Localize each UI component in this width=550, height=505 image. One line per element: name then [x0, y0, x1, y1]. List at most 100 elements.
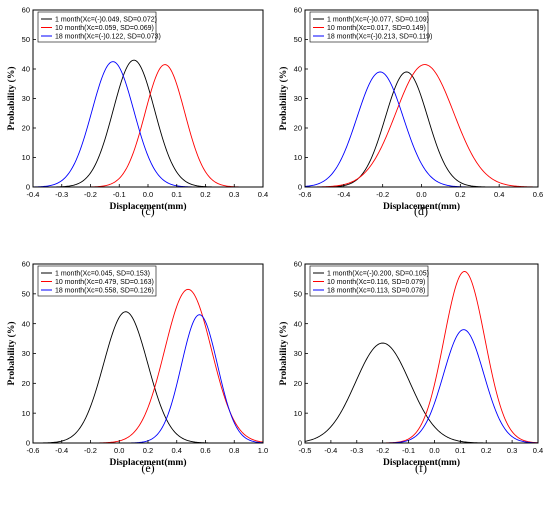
legend-entry: 10 month(Xc=0.059, SD=0.069): [55, 25, 154, 32]
x-tick-label: -0.3: [350, 446, 363, 455]
legend-box: [37, 11, 157, 43]
y-tick-label: 30: [294, 349, 302, 358]
y-tick-label: 50: [294, 290, 302, 299]
legend-entry: 1 month(Xc=(-)0.077, SD=0.109): [327, 16, 429, 23]
y-tick-label: 0: [298, 183, 302, 192]
panel-label: (e): [141, 461, 154, 475]
series-line-1: [33, 64, 263, 188]
x-tick-label: 0.4: [258, 190, 268, 199]
legend-entry: 10 month(Xc=0.479, SD=0.163): [55, 279, 154, 286]
legend-entry: 18 month(Xc=(-)0.122, SD=0.073): [55, 33, 161, 40]
x-axis-label: Displacement(mm): [109, 457, 186, 468]
legend-entry: 1 month(Xc=(-)0.200, SD=0.105): [327, 270, 429, 277]
series-line-2: [32, 61, 263, 188]
y-axis-label: Probability (%): [6, 322, 17, 386]
x-tick-label: 0.4: [494, 190, 504, 199]
x-tick-label: 0.0: [143, 190, 153, 199]
y-axis-label: Probability (%): [6, 67, 17, 131]
series-line-2: [304, 71, 538, 188]
y-tick-label: 10: [22, 409, 30, 418]
x-tick-label: 0.0: [429, 446, 439, 455]
x-tick-label: -0.3: [55, 190, 68, 199]
y-axis-label: Probability (%): [278, 67, 289, 131]
x-tick-label: 0.3: [507, 446, 517, 455]
legend-entry: 10 month(Xc=0.116, SD=0.079): [327, 279, 425, 286]
series-line-0: [33, 59, 263, 188]
legend-box: [37, 265, 157, 297]
legend-entry: 18 month(Xc=0.113, SD=0.078): [327, 287, 425, 294]
series-line-0: [304, 342, 538, 444]
x-tick-label: -0.4: [27, 190, 40, 199]
y-tick-label: 10: [294, 153, 302, 162]
x-tick-label: 0.2: [143, 446, 153, 455]
y-tick-label: 60: [294, 6, 302, 15]
x-tick-label: -0.2: [84, 446, 97, 455]
y-tick-label: 0: [26, 439, 30, 448]
series-line-1: [33, 288, 264, 444]
x-tick-label: -0.5: [299, 446, 312, 455]
panel-2: -0.6 -0.4 -0.2 0.0 0.2 0.4 0.6 0.8 1.0 0 10 20 30 40 5…: [6, 260, 268, 475]
x-tick-label: -0.2: [376, 190, 389, 199]
y-tick-label: 40: [22, 65, 30, 74]
x-tick-label: 0.4: [172, 446, 182, 455]
x-tick-label: 0.1: [455, 446, 465, 455]
panel-0: -0.4 -0.3 -0.2 -0.1 0.0 0.1 0.2 0.3 0.4 0 10 20 30 40…: [6, 6, 268, 218]
legend-box: [309, 11, 429, 43]
x-tick-label: 0.0: [416, 190, 426, 199]
y-tick-label: 40: [294, 65, 302, 74]
series-line-1: [304, 64, 539, 188]
legend-entry: 1 month(Xc=(-)0.049, SD=0.072): [55, 16, 157, 23]
legend-entry: 10 month(Xc=0.017, SD=0.149): [327, 25, 426, 32]
y-tick-label: 60: [22, 260, 30, 269]
x-tick-label: 0.4: [533, 446, 543, 455]
y-tick-label: 20: [294, 379, 302, 388]
x-tick-label: -0.6: [299, 190, 312, 199]
x-tick-label: -0.1: [402, 446, 415, 455]
x-tick-label: -0.4: [337, 190, 350, 199]
y-tick-label: 50: [22, 290, 30, 299]
panel-1: -0.6 -0.4 -0.2 0.0 0.2 0.4 0.6 0 10 20 30 40 50 60 Dis…: [278, 6, 543, 218]
y-tick-label: 20: [294, 124, 302, 133]
y-axis-label: Probability (%): [278, 322, 289, 386]
legend-entry: 1 month(Xc=0.045, SD=0.153): [55, 270, 150, 277]
x-tick-label: 0.0: [114, 446, 124, 455]
y-tick-label: 10: [22, 153, 30, 162]
panel-label: (c): [141, 204, 154, 218]
y-tick-label: 20: [22, 379, 30, 388]
x-tick-label: 0.8: [229, 446, 239, 455]
series-line-0: [33, 311, 263, 444]
x-axis-label: Displacement(mm): [383, 201, 460, 212]
x-tick-label: 0.3: [229, 190, 239, 199]
y-tick-label: 50: [22, 35, 30, 44]
x-tick-label: -0.4: [55, 446, 68, 455]
series-line-2: [33, 314, 264, 444]
y-tick-label: 10: [294, 409, 302, 418]
x-axis-label: Displacement(mm): [383, 457, 460, 468]
y-tick-label: 0: [298, 439, 302, 448]
series-line-0: [305, 71, 538, 188]
panel-label: (f): [415, 461, 427, 475]
x-tick-label: 0.6: [533, 190, 543, 199]
legend-entry: 18 month(Xc=0.558, SD=0.126): [55, 287, 154, 294]
x-tick-label: 0.2: [455, 190, 465, 199]
y-tick-label: 60: [22, 6, 30, 15]
x-tick-label: 0.6: [200, 446, 210, 455]
x-tick-label: -0.6: [27, 446, 40, 455]
x-tick-label: -0.2: [376, 446, 389, 455]
x-tick-label: 0.2: [481, 446, 491, 455]
x-axis-label: Displacement(mm): [109, 201, 186, 212]
panel-3: -0.5 -0.4 -0.3 -0.2 -0.1 0.0 0.1 0.2 0.3 0.4 0 10 20…: [278, 260, 543, 475]
x-tick-label: -0.2: [84, 190, 97, 199]
series-line-2: [305, 329, 539, 444]
legend-box: [309, 265, 429, 297]
y-tick-label: 20: [22, 124, 30, 133]
x-tick-label: 1.0: [258, 446, 268, 455]
y-tick-label: 40: [22, 319, 30, 328]
x-tick-label: 0.1: [172, 190, 182, 199]
y-tick-label: 40: [294, 319, 302, 328]
panel-label: (d): [414, 204, 428, 218]
y-tick-label: 30: [22, 94, 30, 103]
series-line-1: [305, 271, 539, 444]
legend-entry: 18 month(Xc=(-)0.213, SD=0.119): [327, 33, 432, 40]
